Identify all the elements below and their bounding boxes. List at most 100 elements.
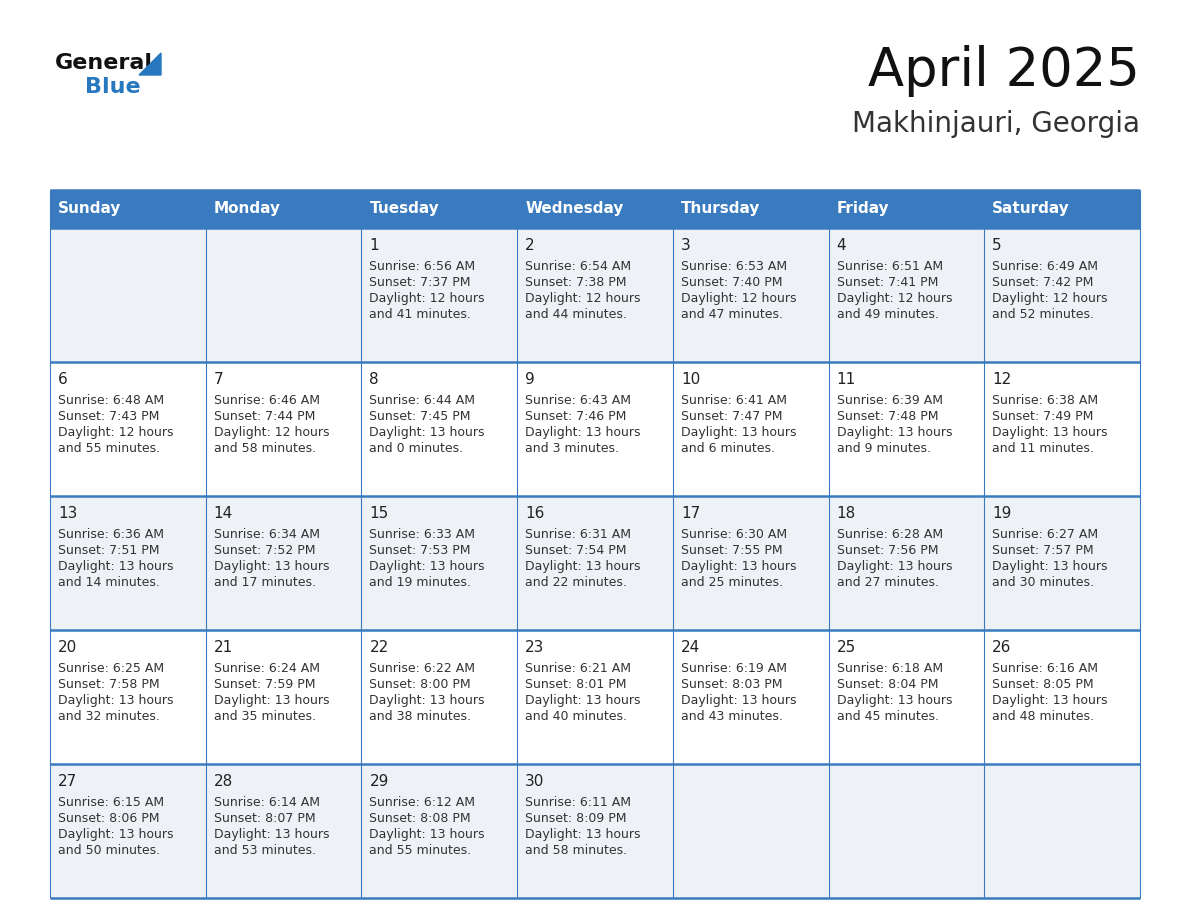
Bar <box>517 228 672 362</box>
Text: and 58 minutes.: and 58 minutes. <box>525 844 627 857</box>
Text: Sunset: 8:08 PM: Sunset: 8:08 PM <box>369 812 472 825</box>
Bar <box>828 630 985 764</box>
Text: and 52 minutes.: and 52 minutes. <box>992 308 1094 321</box>
Text: and 9 minutes.: and 9 minutes. <box>836 442 930 455</box>
Text: Daylight: 12 hours: Daylight: 12 hours <box>369 292 485 305</box>
Text: 21: 21 <box>214 640 233 655</box>
Text: Makhinjauri, Georgia: Makhinjauri, Georgia <box>852 110 1140 138</box>
Text: Sunset: 7:48 PM: Sunset: 7:48 PM <box>836 410 939 423</box>
Bar <box>985 190 1140 228</box>
Text: Sunrise: 6:48 AM: Sunrise: 6:48 AM <box>58 394 164 407</box>
Bar <box>206 630 361 764</box>
Bar <box>361 190 517 228</box>
Text: Sunrise: 6:51 AM: Sunrise: 6:51 AM <box>836 260 943 273</box>
Text: Daylight: 13 hours: Daylight: 13 hours <box>58 694 173 707</box>
Text: 1: 1 <box>369 238 379 253</box>
Text: 2: 2 <box>525 238 535 253</box>
Bar <box>206 228 361 362</box>
Text: Sunrise: 6:34 AM: Sunrise: 6:34 AM <box>214 528 320 541</box>
Text: Sunrise: 6:53 AM: Sunrise: 6:53 AM <box>681 260 786 273</box>
Text: Daylight: 12 hours: Daylight: 12 hours <box>525 292 640 305</box>
Text: Sunrise: 6:11 AM: Sunrise: 6:11 AM <box>525 796 631 809</box>
Bar <box>672 764 828 898</box>
Text: Daylight: 13 hours: Daylight: 13 hours <box>214 560 329 573</box>
Text: Sunrise: 6:46 AM: Sunrise: 6:46 AM <box>214 394 320 407</box>
Bar <box>361 764 517 898</box>
Bar <box>206 496 361 630</box>
Text: Sunrise: 6:56 AM: Sunrise: 6:56 AM <box>369 260 475 273</box>
Text: and 35 minutes.: and 35 minutes. <box>214 710 316 723</box>
Text: 13: 13 <box>58 506 77 521</box>
Text: Sunset: 8:00 PM: Sunset: 8:00 PM <box>369 678 472 691</box>
Text: 10: 10 <box>681 372 700 387</box>
Bar <box>828 362 985 496</box>
Bar <box>50 496 206 630</box>
Text: Sunset: 7:43 PM: Sunset: 7:43 PM <box>58 410 159 423</box>
Text: General: General <box>55 53 153 73</box>
Text: Sunset: 7:49 PM: Sunset: 7:49 PM <box>992 410 1094 423</box>
Text: Sunrise: 6:21 AM: Sunrise: 6:21 AM <box>525 662 631 675</box>
Text: and 43 minutes.: and 43 minutes. <box>681 710 783 723</box>
Text: and 14 minutes.: and 14 minutes. <box>58 576 160 589</box>
Text: Sunset: 7:47 PM: Sunset: 7:47 PM <box>681 410 783 423</box>
Text: Sunrise: 6:14 AM: Sunrise: 6:14 AM <box>214 796 320 809</box>
Text: Daylight: 13 hours: Daylight: 13 hours <box>369 694 485 707</box>
Text: 11: 11 <box>836 372 855 387</box>
Text: Daylight: 13 hours: Daylight: 13 hours <box>369 828 485 841</box>
Text: Sunset: 7:40 PM: Sunset: 7:40 PM <box>681 276 783 289</box>
Bar <box>361 228 517 362</box>
Text: Sunset: 8:09 PM: Sunset: 8:09 PM <box>525 812 626 825</box>
Text: and 27 minutes.: and 27 minutes. <box>836 576 939 589</box>
Bar <box>517 496 672 630</box>
Text: Daylight: 13 hours: Daylight: 13 hours <box>214 694 329 707</box>
Text: Daylight: 13 hours: Daylight: 13 hours <box>836 560 952 573</box>
Text: Sunrise: 6:18 AM: Sunrise: 6:18 AM <box>836 662 943 675</box>
Text: Daylight: 13 hours: Daylight: 13 hours <box>681 426 796 439</box>
Text: and 50 minutes.: and 50 minutes. <box>58 844 160 857</box>
Text: 12: 12 <box>992 372 1011 387</box>
Text: Daylight: 13 hours: Daylight: 13 hours <box>992 426 1107 439</box>
Text: Sunset: 7:57 PM: Sunset: 7:57 PM <box>992 544 1094 557</box>
Text: Daylight: 13 hours: Daylight: 13 hours <box>836 426 952 439</box>
Text: Sunrise: 6:41 AM: Sunrise: 6:41 AM <box>681 394 786 407</box>
Text: Sunset: 8:04 PM: Sunset: 8:04 PM <box>836 678 939 691</box>
Bar <box>672 362 828 496</box>
Text: and 11 minutes.: and 11 minutes. <box>992 442 1094 455</box>
Text: and 19 minutes.: and 19 minutes. <box>369 576 472 589</box>
Text: 25: 25 <box>836 640 855 655</box>
Bar <box>985 764 1140 898</box>
Bar <box>206 362 361 496</box>
Bar <box>672 496 828 630</box>
Text: Sunset: 7:42 PM: Sunset: 7:42 PM <box>992 276 1094 289</box>
Bar <box>517 190 672 228</box>
Polygon shape <box>139 53 162 75</box>
Text: and 53 minutes.: and 53 minutes. <box>214 844 316 857</box>
Text: 27: 27 <box>58 774 77 789</box>
Text: Daylight: 12 hours: Daylight: 12 hours <box>992 292 1107 305</box>
Text: Sunset: 7:38 PM: Sunset: 7:38 PM <box>525 276 626 289</box>
Bar <box>50 764 206 898</box>
Text: Monday: Monday <box>214 201 280 217</box>
Text: 16: 16 <box>525 506 544 521</box>
Bar <box>361 362 517 496</box>
Text: 9: 9 <box>525 372 535 387</box>
Text: 30: 30 <box>525 774 544 789</box>
Text: 23: 23 <box>525 640 544 655</box>
Text: Daylight: 13 hours: Daylight: 13 hours <box>525 426 640 439</box>
Text: Sunrise: 6:25 AM: Sunrise: 6:25 AM <box>58 662 164 675</box>
Bar <box>672 190 828 228</box>
Bar <box>985 496 1140 630</box>
Text: Sunrise: 6:24 AM: Sunrise: 6:24 AM <box>214 662 320 675</box>
Text: Blue: Blue <box>86 77 140 97</box>
Text: Sunset: 8:06 PM: Sunset: 8:06 PM <box>58 812 159 825</box>
Text: Sunrise: 6:16 AM: Sunrise: 6:16 AM <box>992 662 1098 675</box>
Text: and 55 minutes.: and 55 minutes. <box>58 442 160 455</box>
Bar <box>828 190 985 228</box>
Text: Sunset: 8:07 PM: Sunset: 8:07 PM <box>214 812 315 825</box>
Text: Sunrise: 6:44 AM: Sunrise: 6:44 AM <box>369 394 475 407</box>
Bar <box>985 228 1140 362</box>
Text: Sunrise: 6:30 AM: Sunrise: 6:30 AM <box>681 528 786 541</box>
Text: Sunset: 8:05 PM: Sunset: 8:05 PM <box>992 678 1094 691</box>
Text: Daylight: 12 hours: Daylight: 12 hours <box>836 292 952 305</box>
Bar <box>985 630 1140 764</box>
